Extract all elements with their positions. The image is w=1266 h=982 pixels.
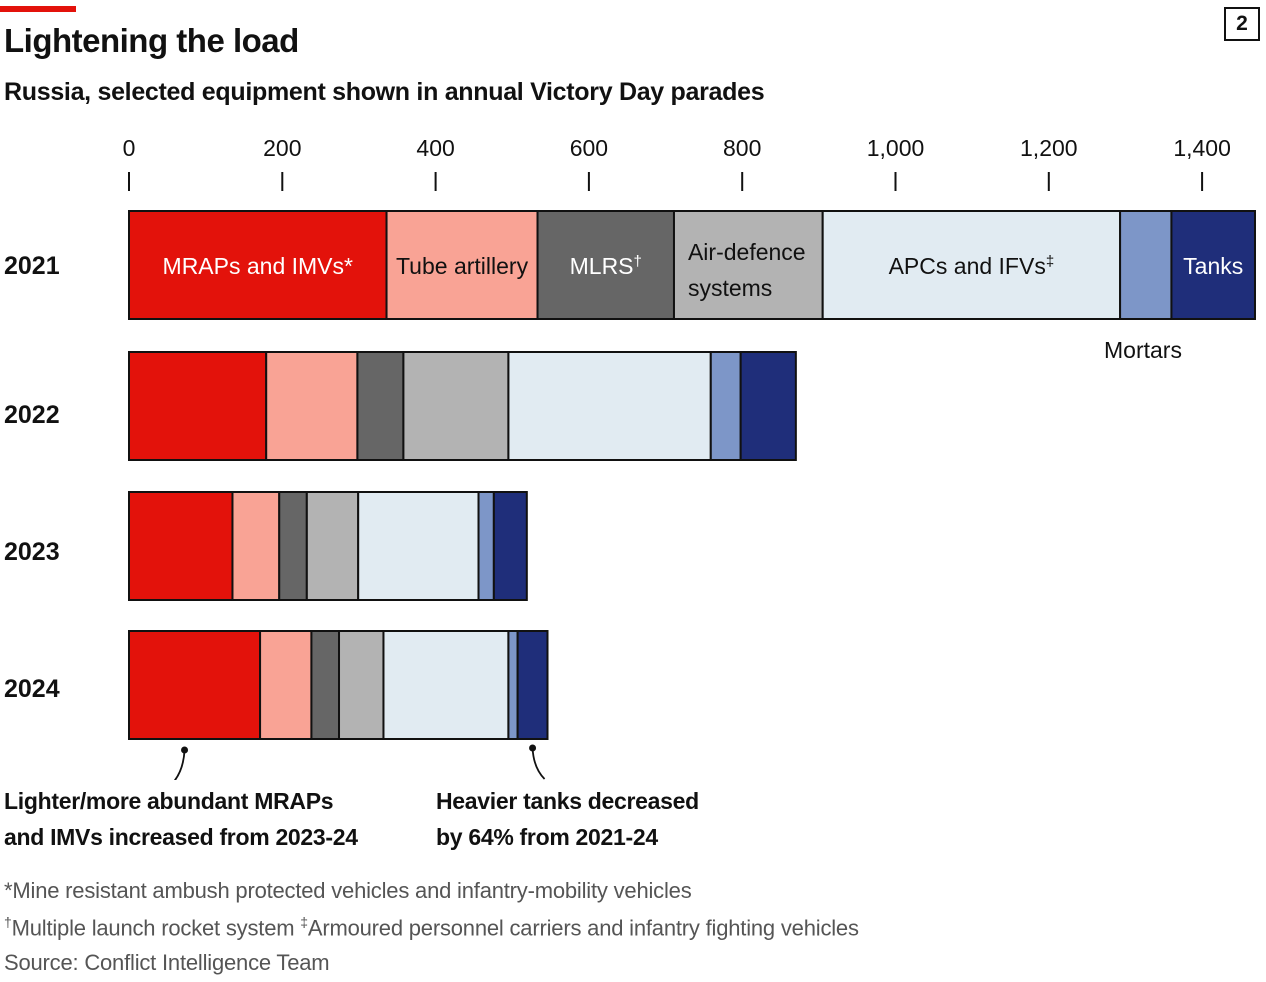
bar-2024-mortars xyxy=(507,630,519,740)
annotation-tanks-leader xyxy=(531,747,546,780)
bar-2021-mraps-and-imvs xyxy=(128,210,388,320)
bar-2023-mlrs xyxy=(278,491,308,601)
bar-2023-tanks xyxy=(492,491,528,601)
segment-label-mlrs-sup: † xyxy=(634,253,642,270)
footnote-mark-double-dagger: ‡ xyxy=(300,914,308,930)
footnote-mark-dagger: † xyxy=(4,914,12,930)
bar-2021-tanks xyxy=(1170,210,1256,320)
segment-label-apcs-and-ifvs-sup: ‡ xyxy=(1046,253,1054,270)
annotation-mraps-line1: Lighter/more abundant MRAPs xyxy=(4,788,334,814)
bar-2023-mortars xyxy=(477,491,495,601)
bar-2021-mlrs xyxy=(536,210,675,320)
bar-2023-mraps-and-imvs xyxy=(128,491,234,601)
bar-2023-tube-artillery xyxy=(231,491,281,601)
segment-label-air-defence-systems-line1: Air-defence xyxy=(688,239,806,265)
bar-2021-tube-artillery xyxy=(385,210,539,320)
annotation-tanks-line1: Heavier tanks decreased xyxy=(436,788,699,814)
year-label-2022: 2022 xyxy=(4,401,60,429)
annotation-mraps-line2: and IMVs increased from 2023-24 xyxy=(4,824,358,850)
brand-accent-bar xyxy=(0,6,76,12)
bar-2024-tanks xyxy=(516,630,549,740)
year-label-2023: 2023 xyxy=(4,538,60,566)
x-tick-label-200: 200 xyxy=(263,135,301,161)
segment-label-mortars: Mortars xyxy=(1104,337,1182,363)
bar-2021-apcs-and-ifvs xyxy=(821,210,1122,320)
footnote-mlrs-text: Multiple launch rocket system xyxy=(11,915,301,941)
segment-label-air-defence-systems-line2: systems xyxy=(688,275,772,301)
chart-number-badge: 2 xyxy=(1224,7,1260,41)
footnote-mlrs-apcs: †Multiple launch rocket system ‡Armoured… xyxy=(4,914,859,941)
year-label-2021: 2021 xyxy=(4,252,60,280)
bar-2024-air-defence-systems xyxy=(338,630,385,740)
bar-2024-apcs-and-ifvs xyxy=(382,630,510,740)
bar-2021-mortars xyxy=(1119,210,1173,320)
bar-2023-air-defence-systems xyxy=(305,491,360,601)
x-tick-label-600: 600 xyxy=(570,135,608,161)
annotation-mraps-leader xyxy=(173,749,186,780)
segment-label-mraps-and-imvs: MRAPs and IMVs* xyxy=(163,253,353,279)
bar-2022-mlrs xyxy=(356,351,405,461)
bar-2023-apcs-and-ifvs xyxy=(357,491,480,601)
bar-2022-mraps-and-imvs xyxy=(128,351,268,461)
x-tick-label-1400: 1,400 xyxy=(1173,135,1231,161)
bar-2022-air-defence-systems xyxy=(402,351,510,461)
x-tick-label-0: 0 xyxy=(123,135,136,161)
chart-title: Lightening the load xyxy=(4,22,299,59)
bar-2022-apcs-and-ifvs xyxy=(507,351,712,461)
bar-2022-mortars xyxy=(709,351,742,461)
source-note: Source: Conflict Intelligence Team xyxy=(4,950,330,975)
x-tick-label-1200: 1,200 xyxy=(1020,135,1078,161)
x-tick-label-800: 800 xyxy=(723,135,761,161)
chart-subtitle: Russia, selected equipment shown in annu… xyxy=(4,78,765,106)
segment-label-tanks: Tanks xyxy=(1183,253,1243,279)
bar-2024-mlrs xyxy=(310,630,341,740)
annotation-mraps: Lighter/more abundant MRAPs and IMVs inc… xyxy=(4,783,358,855)
bar-2024-tube-artillery xyxy=(259,630,313,740)
x-tick-label-1000: 1,000 xyxy=(867,135,925,161)
bar-2022-tanks xyxy=(739,351,797,461)
bar-2021-air-defence-systems xyxy=(672,210,824,320)
bar-2022-tube-artillery xyxy=(265,351,359,461)
footnote-apcs-text: Armoured personnel carriers and infantry… xyxy=(307,915,859,941)
bar-2024-mraps-and-imvs xyxy=(128,630,262,740)
annotation-tanks-line2: by 64% from 2021-24 xyxy=(436,824,658,850)
footnote-mraps-text: Mine resistant ambush protected vehicles… xyxy=(12,878,692,903)
segment-label-apcs-and-ifvs: APCs and IFVs‡ xyxy=(889,253,1055,280)
year-label-2024: 2024 xyxy=(4,675,60,703)
segment-label-mlrs: MLRS† xyxy=(570,253,642,280)
footnote-mraps: *Mine resistant ambush protected vehicle… xyxy=(4,878,692,904)
stacked-bar-chart: 0 200 400 600 800 1,000 1,200 1,400 2021 2022 2023… xyxy=(4,135,1256,780)
x-tick-label-400: 400 xyxy=(416,135,454,161)
annotation-tanks: Heavier tanks decreased by 64% from 2021… xyxy=(436,783,699,855)
segment-label-tube-artillery: Tube artillery xyxy=(396,253,529,279)
footnote-mark-asterisk: * xyxy=(4,878,13,903)
